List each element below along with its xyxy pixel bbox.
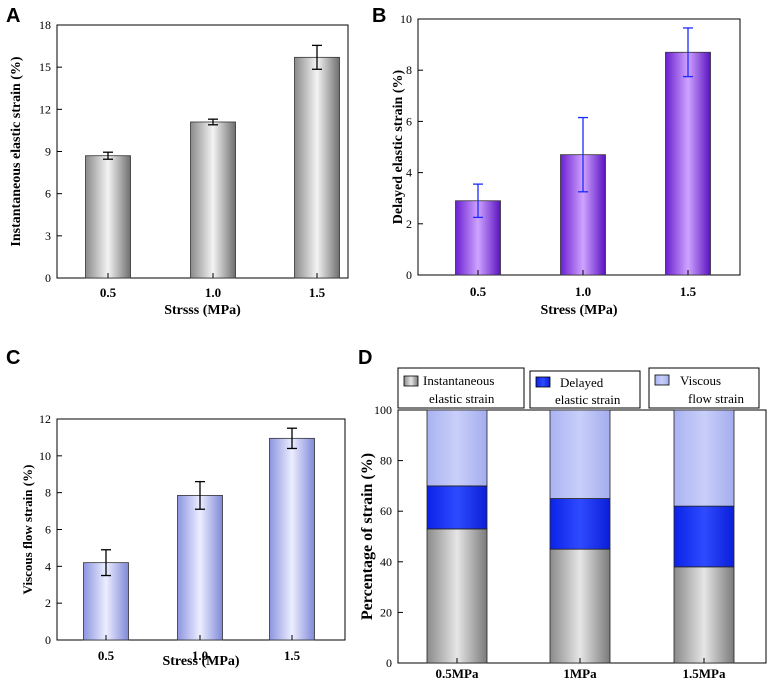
x-tick-label: 1.0 (575, 284, 591, 299)
y-tick-label: 8 (45, 486, 51, 500)
chart-panel-d: 0 20 40 60 80 100 0.5MPa 1MPa 1.5MPa Instantaneou… (359, 367, 767, 681)
bar (269, 437, 315, 641)
x-tick-label: 1.0 (192, 648, 208, 663)
legend-swatch (403, 375, 419, 387)
panel-label-a: A (6, 5, 20, 27)
x-tick-label: 1.0 (205, 285, 221, 300)
bar-segment-instantaneous (426, 528, 488, 664)
y-tick-label: 10 (400, 12, 412, 26)
bar (85, 155, 131, 279)
panel-label-c: C (6, 347, 20, 369)
chart-panel-b: 0 2 4 6 8 10 0.5 1.0 1.5 Stress (MPa) Delayed elas… (391, 12, 741, 318)
y-tick-label: 80 (380, 454, 392, 468)
y-tick-label: 2 (406, 217, 412, 231)
y-tick-label: 12 (39, 102, 51, 116)
y-tick-label: 3 (45, 229, 51, 243)
y-tick-label: 18 (39, 18, 51, 32)
y-tick-label: 2 (45, 596, 51, 610)
x-tick-label: 1.5 (309, 285, 326, 300)
x-tick-label: 1MPa (563, 666, 597, 681)
y-tick-label: 6 (45, 523, 51, 537)
chart-panel-a: 0 3 6 9 12 15 18 0.5 1.0 1.5 Strsss (MPa) Instantan… (9, 18, 349, 318)
x-tick-label: 0.5 (470, 284, 487, 299)
panel-label-b: B (372, 5, 386, 27)
bar (83, 562, 129, 641)
legend-label-line2: elastic strain (429, 391, 495, 406)
y-tick-label: 60 (380, 504, 392, 518)
y-tick-label: 15 (39, 60, 51, 74)
y-axis-label: Percentage of strain (%) (359, 453, 376, 620)
legend-swatch (654, 374, 670, 386)
bar-segment-viscous (549, 409, 611, 499)
y-tick-label: 40 (380, 555, 392, 569)
bar (190, 121, 236, 279)
bar-segment-delayed (549, 498, 611, 550)
legend-box (529, 370, 641, 409)
y-tick-label: 4 (406, 166, 412, 180)
y-tick-label: 6 (45, 187, 51, 201)
x-tick-label: 0.5 (100, 285, 117, 300)
legend-label-line2: elastic strain (555, 392, 621, 407)
bar-segment-delayed (426, 485, 488, 530)
y-axis-label: Viscous flow strain (%) (20, 465, 35, 595)
y-tick-label: 0 (45, 271, 51, 285)
legend-label-line1: Instantaneous (423, 373, 494, 388)
x-tick-label: 0.5 (98, 648, 115, 663)
legend-label-line2: flow strain (688, 391, 744, 406)
x-tick-label: 1.5 (680, 284, 697, 299)
legend-box (397, 367, 525, 409)
bar-segment-instantaneous (549, 548, 611, 664)
x-axis-label: Stress (MPa) (540, 303, 617, 318)
y-axis-label: Delayed elastic strain (%) (391, 69, 406, 224)
bar-segment-viscous (426, 409, 488, 487)
y-tick-label: 0 (406, 268, 412, 282)
bar-segment-viscous (673, 409, 735, 507)
chart-panel-c: 0 2 4 6 8 10 12 0.5 1.0 1.5 Stress (MPa) Viscous fl… (20, 412, 346, 669)
y-tick-label: 20 (380, 605, 392, 619)
bar (177, 495, 223, 641)
x-tick-label: 1.5MPa (683, 666, 726, 681)
y-tick-label: 9 (45, 145, 51, 159)
y-axis-label: Instantaneous elastic strain (%) (9, 56, 24, 247)
y-tick-label: 6 (406, 114, 412, 128)
x-tick-label: 1.5 (284, 648, 301, 663)
panel-label-d: D (358, 347, 372, 369)
x-axis-label: Strsss (MPa) (164, 303, 241, 318)
y-tick-label: 10 (39, 449, 51, 463)
legend-label-line1: Delayed (560, 375, 604, 390)
x-axis-label: Stress (MPa) (162, 654, 239, 669)
y-tick-label: 100 (374, 403, 392, 417)
y-tick-label: 12 (39, 412, 51, 426)
bar (294, 56, 340, 279)
legend-swatch (535, 376, 551, 388)
bar-segment-instantaneous (673, 566, 735, 664)
bar (665, 51, 711, 276)
legend-label-line1: Viscous (680, 373, 721, 388)
y-tick-label: 0 (45, 633, 51, 647)
y-tick-label: 0 (386, 656, 392, 670)
y-tick-label: 8 (406, 63, 412, 77)
bar-segment-delayed (673, 505, 735, 568)
x-tick-label: 0.5MPa (436, 666, 479, 681)
y-tick-label: 4 (45, 559, 51, 573)
